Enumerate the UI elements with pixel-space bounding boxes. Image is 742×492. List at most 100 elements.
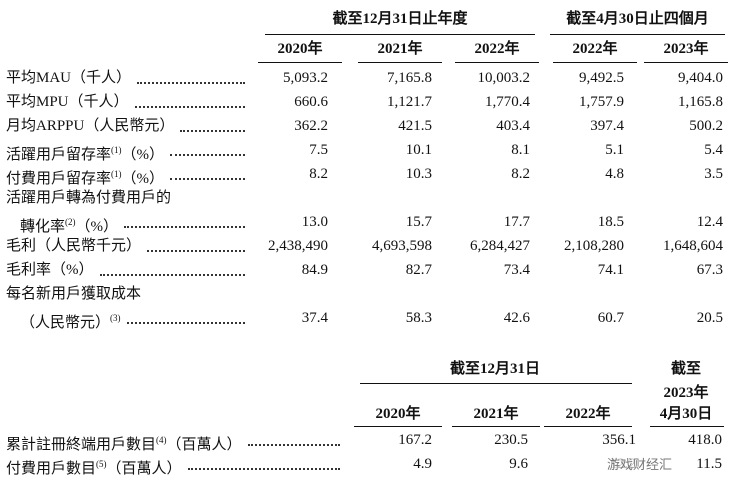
cell-value: 2,438,490 xyxy=(268,238,328,254)
cell-value: 4.9 xyxy=(413,456,432,472)
rule xyxy=(455,62,539,63)
cell-value: 42.6 xyxy=(503,310,530,326)
group-header: 截至 xyxy=(670,361,701,377)
cell-value: 82.7 xyxy=(405,262,432,278)
cell-value: 421.5 xyxy=(398,118,432,134)
cell-value: 4.8 xyxy=(605,166,624,182)
rule xyxy=(553,62,637,63)
row-label: 平均MPU（千人） xyxy=(6,93,129,111)
label-text: 付費用戶數目 xyxy=(6,461,97,477)
cell-value: 13.0 xyxy=(301,214,328,230)
cell-value: 2,108,280 xyxy=(564,238,624,254)
label-unit: （%） xyxy=(121,147,165,163)
dot-leader xyxy=(126,322,245,324)
dot-leader xyxy=(170,178,245,180)
cell-value: 9,404.0 xyxy=(678,70,723,86)
label-text: （人民幣元） xyxy=(20,315,111,331)
cell-value: 660.6 xyxy=(294,94,328,110)
row-label: 每名新用戶獲取成本 xyxy=(6,285,141,303)
cell-value: 37.4 xyxy=(301,310,328,326)
label-text: 累計註冊終端用戶數目 xyxy=(6,437,157,453)
rule xyxy=(360,383,632,384)
group-header: 截至4月30日止四個月 xyxy=(566,11,709,27)
dot-leader xyxy=(124,226,245,228)
dot-leader xyxy=(134,106,245,108)
cell-value: 10.1 xyxy=(405,142,432,158)
cell-value: 67.3 xyxy=(696,262,723,278)
cell-value: 8.2 xyxy=(309,166,328,182)
row-label: 活躍用戶留存率(1)（%） xyxy=(6,141,164,164)
footnote-ref: (2) xyxy=(65,217,76,227)
cell-value: 7,165.8 xyxy=(387,70,432,86)
column-header: 2021年 xyxy=(377,41,423,57)
cell-value: 1,757.9 xyxy=(579,94,624,110)
dot-leader xyxy=(137,82,245,84)
rule xyxy=(550,34,725,35)
rule xyxy=(544,426,632,427)
label-text: 月均ARPPU（人民幣元） xyxy=(6,118,175,134)
row-label: 毛利（人民幣千元） xyxy=(6,237,141,255)
footnote-ref: (5) xyxy=(96,459,107,469)
label-text: 平均MPU（千人） xyxy=(6,94,129,110)
rule xyxy=(452,426,540,427)
cell-value: 403.4 xyxy=(496,118,530,134)
row-label: 付費用戶留存率(1)（%） xyxy=(6,165,164,188)
dot-leader xyxy=(147,250,245,252)
rule xyxy=(354,426,442,427)
label-text: 付費用戶留存率 xyxy=(6,171,112,187)
row-label: 付費用戶數目(5)（百萬人） xyxy=(6,455,182,478)
footnote-ref: (3) xyxy=(110,313,121,323)
cell-value: 500.2 xyxy=(689,118,723,134)
column-header: 2023年 xyxy=(663,41,709,57)
cell-value: 1,165.8 xyxy=(678,94,723,110)
cell-value: 8.2 xyxy=(511,166,530,182)
cell-value: 20.5 xyxy=(696,310,723,326)
column-header: 4月30日 xyxy=(659,406,713,422)
watermark: 游戏财经汇 xyxy=(603,454,677,473)
cell-value: 84.9 xyxy=(301,262,328,278)
group-header: 截至12月31日止年度 xyxy=(332,11,468,27)
cell-value: 397.4 xyxy=(590,118,624,134)
rule xyxy=(358,62,442,63)
dot-leader xyxy=(247,444,340,446)
cell-value: 1,770.4 xyxy=(485,94,530,110)
label-text: 活躍用戶轉為付費用戶的 xyxy=(6,190,172,206)
label-text: 平均MAU（千人） xyxy=(6,70,132,86)
label-text: 毛利（人民幣千元） xyxy=(6,238,142,254)
cell-value: 12.4 xyxy=(696,214,723,230)
dot-leader xyxy=(180,130,245,132)
cell-value: 362.2 xyxy=(294,118,328,134)
cell-value: 4,693,598 xyxy=(372,238,432,254)
cell-value: 5.4 xyxy=(704,142,723,158)
column-header: 2023年 xyxy=(663,385,709,401)
row-label: 平均MAU（千人） xyxy=(6,69,131,87)
column-header: 2022年 xyxy=(565,406,611,422)
column-header: 2021年 xyxy=(473,406,519,422)
cell-value: 7.5 xyxy=(309,142,328,158)
row-label: 活躍用戶轉為付費用戶的 xyxy=(6,189,171,207)
cell-value: 5,093.2 xyxy=(283,70,328,86)
cell-value: 3.5 xyxy=(704,166,723,182)
cell-value: 230.5 xyxy=(494,432,528,448)
cell-value: 73.4 xyxy=(503,262,530,278)
row-label: 轉化率(2)（%） xyxy=(20,213,118,236)
cell-value: 18.5 xyxy=(597,214,624,230)
footnote-ref: (1) xyxy=(111,169,122,179)
rule xyxy=(644,62,728,63)
rule xyxy=(650,426,724,427)
cell-value: 17.7 xyxy=(503,214,530,230)
cell-value: 356.1 xyxy=(602,432,636,448)
cell-value: 5.1 xyxy=(605,142,624,158)
rule xyxy=(265,34,535,35)
cell-value: 1,648,604 xyxy=(663,238,723,254)
label-text: 活躍用戶留存率 xyxy=(6,147,112,163)
cell-value: 58.3 xyxy=(405,310,432,326)
label-unit: （%） xyxy=(121,171,165,187)
label-unit: （百萬人） xyxy=(106,461,182,477)
dot-leader xyxy=(187,468,340,470)
column-header: 2020年 xyxy=(375,406,421,422)
cell-value: 10,003.2 xyxy=(477,70,531,86)
cell-value: 11.5 xyxy=(696,456,722,472)
footnote-ref: (1) xyxy=(111,145,122,155)
